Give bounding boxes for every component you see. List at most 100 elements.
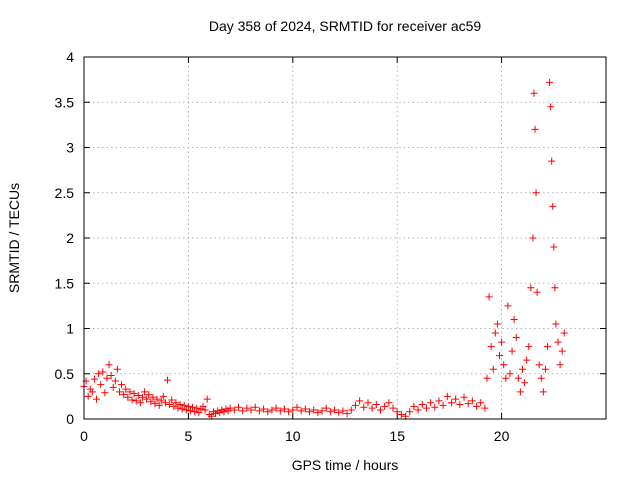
data-point [551, 284, 559, 292]
data-point [541, 365, 549, 373]
plot-frame [83, 56, 607, 420]
data-point [414, 406, 422, 414]
data-point [339, 407, 347, 415]
data-point [247, 406, 255, 414]
data-point [189, 403, 197, 411]
data-point [88, 388, 96, 396]
data-point [226, 404, 234, 412]
data-point [107, 372, 115, 380]
data-point [347, 406, 355, 414]
data-point [130, 390, 138, 398]
data-point [128, 396, 136, 404]
data-point [364, 399, 372, 407]
data-point [521, 379, 529, 387]
data-point [176, 401, 184, 409]
data-point [280, 405, 288, 413]
data-point [124, 393, 132, 401]
data-point [489, 365, 497, 373]
y-tick-label: 1.5 [55, 275, 75, 291]
data-point [285, 408, 293, 416]
data-point [230, 406, 238, 414]
data-point [255, 407, 263, 415]
data-point [301, 405, 309, 413]
data-point [535, 361, 543, 369]
data-point [483, 374, 491, 382]
y-tick-label: 3 [66, 140, 74, 156]
data-point [272, 404, 280, 412]
y-axis-label: SRMTID / TECUs [6, 183, 22, 293]
data-point [172, 399, 180, 407]
data-point [343, 410, 351, 418]
grid-lines [84, 57, 606, 419]
data-point [431, 403, 439, 411]
data-point [109, 383, 117, 391]
data-point [310, 406, 318, 414]
data-point [95, 370, 103, 378]
data-point [326, 408, 334, 416]
y-tick-label: 2.5 [55, 185, 75, 201]
data-point [530, 89, 538, 97]
data-point [464, 400, 472, 408]
data-point [500, 361, 508, 369]
data-point [306, 408, 314, 416]
data-point [178, 405, 186, 413]
x-tick-label: 10 [285, 428, 301, 444]
data-point [439, 401, 447, 409]
data-point [523, 356, 531, 364]
data-point [372, 401, 380, 409]
data-point [186, 407, 194, 415]
data-point [136, 399, 144, 407]
data-point [161, 399, 169, 407]
data-point [251, 403, 259, 411]
data-point [360, 403, 368, 411]
data-point [529, 234, 537, 242]
data-point [525, 343, 533, 351]
data-point [103, 374, 111, 382]
data-point [410, 402, 418, 410]
data-point [132, 397, 140, 405]
data-point [435, 397, 443, 405]
data-point [101, 389, 109, 397]
y-tick-label: 3.5 [55, 94, 75, 110]
data-point [134, 391, 142, 399]
data-point [289, 406, 297, 414]
data-point [487, 343, 495, 351]
data-point [322, 404, 330, 412]
data-point [418, 401, 426, 409]
data-point [120, 391, 128, 399]
data-point [90, 375, 98, 383]
data-point [368, 404, 376, 412]
x-axis-label: GPS time / hours [292, 457, 399, 473]
data-point [331, 406, 339, 414]
data-point [452, 395, 460, 403]
data-point [147, 398, 155, 406]
data-point [548, 157, 556, 165]
data-point [502, 374, 510, 382]
data-point [385, 399, 393, 407]
data-point [93, 395, 101, 403]
y-tick-label: 0.5 [55, 366, 75, 382]
data-point [485, 293, 493, 301]
data-point [195, 409, 203, 417]
data-point [293, 403, 301, 411]
data-point [184, 402, 192, 410]
data-point [389, 404, 397, 412]
data-point [276, 407, 284, 415]
data-point [537, 374, 545, 382]
data-points [80, 78, 568, 420]
chart-title: Day 358 of 2024, SRMTID for receiver ac5… [209, 18, 482, 34]
data-point [159, 392, 167, 400]
data-point [115, 388, 123, 396]
data-point [84, 392, 92, 400]
data-point [153, 395, 161, 403]
data-point [544, 343, 552, 351]
data-point [118, 381, 126, 389]
data-point [145, 391, 153, 399]
data-point [504, 302, 512, 310]
data-point [422, 404, 430, 412]
data-point [508, 347, 516, 355]
x-tick-label: 15 [389, 428, 405, 444]
data-point [498, 338, 506, 346]
data-point [406, 408, 414, 416]
